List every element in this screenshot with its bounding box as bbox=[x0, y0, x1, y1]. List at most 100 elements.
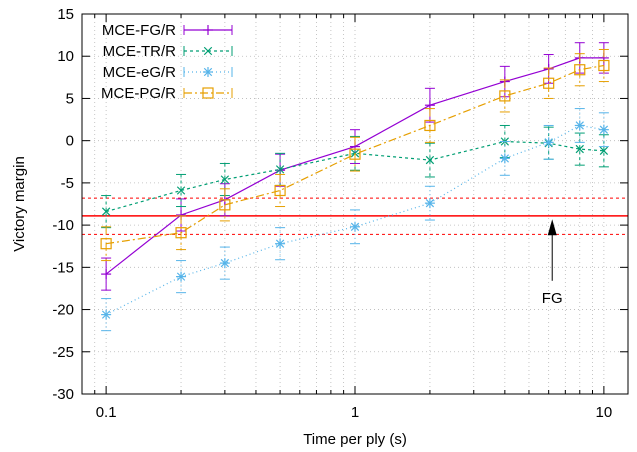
x-tick-label: 0.1 bbox=[96, 404, 117, 421]
y-tick-label: -15 bbox=[52, 259, 74, 276]
data-point bbox=[203, 67, 213, 77]
marker-stroke bbox=[176, 272, 186, 281]
marker-stroke bbox=[599, 146, 609, 155]
data-point bbox=[220, 175, 230, 184]
error-bar bbox=[543, 67, 554, 99]
data-point bbox=[101, 269, 112, 280]
data-point bbox=[499, 90, 511, 102]
annotations: FG bbox=[542, 219, 563, 307]
data-point bbox=[275, 238, 286, 249]
error-bar bbox=[574, 53, 585, 87]
y-tick-label: 0 bbox=[66, 133, 74, 150]
data-point bbox=[274, 184, 286, 197]
data-point bbox=[424, 198, 435, 209]
marker-stroke bbox=[101, 310, 111, 319]
marker-square bbox=[274, 184, 286, 197]
data-point bbox=[424, 119, 436, 132]
marker-stroke bbox=[220, 175, 230, 184]
legend-label: MCE-eG/R bbox=[103, 64, 177, 81]
x-axis-label: Time per ply (s) bbox=[303, 431, 407, 448]
legend-entry-mce-tr-r: MCE-TR/R bbox=[103, 43, 233, 60]
data-point bbox=[219, 258, 230, 269]
data-point bbox=[425, 155, 435, 165]
data-point bbox=[543, 137, 554, 148]
y-axis-label: Victory margin bbox=[11, 156, 28, 252]
annotation-label: FG bbox=[542, 290, 563, 307]
y-tick-label: -25 bbox=[52, 344, 74, 361]
y-tick-label: -20 bbox=[52, 302, 74, 319]
ticks: -30 -25 -20 -15 -10 -5 0 5 10 15 0.1 1 10 bbox=[52, 6, 628, 421]
legend-entry-mce-eg-r: MCE-eG/R bbox=[103, 64, 233, 81]
series-line-mce-fg-r bbox=[105, 57, 604, 275]
marker-square bbox=[598, 59, 610, 72]
data-point bbox=[101, 309, 112, 320]
y-tick-label: 15 bbox=[57, 6, 74, 23]
data-point bbox=[350, 221, 360, 232]
data-point bbox=[100, 238, 112, 250]
legend-label: MCE-PG/R bbox=[101, 85, 176, 102]
error-bar bbox=[275, 173, 286, 208]
error-bar bbox=[219, 188, 230, 222]
data-point bbox=[203, 25, 213, 35]
marker-square bbox=[424, 119, 436, 132]
data-point bbox=[499, 153, 510, 164]
data-point bbox=[574, 120, 585, 131]
data-point bbox=[574, 64, 586, 76]
y-tick-label: -5 bbox=[61, 175, 74, 192]
y-tick-label: -10 bbox=[52, 217, 74, 234]
marker-stroke bbox=[275, 239, 285, 248]
x-tick-label: 10 bbox=[596, 404, 613, 421]
marker-stroke bbox=[425, 155, 435, 165]
error-bar bbox=[101, 226, 112, 262]
legend-label: MCE-TR/R bbox=[103, 43, 176, 60]
error-bar bbox=[424, 142, 435, 178]
x-tick-label: 1 bbox=[351, 404, 359, 421]
data-point bbox=[349, 148, 361, 160]
data-point bbox=[575, 144, 584, 154]
data-point bbox=[176, 271, 187, 282]
error-bar bbox=[176, 215, 187, 251]
data-point bbox=[598, 59, 610, 72]
data-point bbox=[598, 124, 609, 135]
marker-stroke bbox=[599, 125, 609, 134]
series-mce-pg-r bbox=[100, 48, 610, 262]
marker-stroke bbox=[220, 258, 230, 268]
error-bar bbox=[499, 79, 510, 113]
marker-stroke bbox=[203, 67, 213, 77]
error-bar bbox=[424, 108, 435, 143]
data-point bbox=[202, 87, 214, 99]
legend-entry-mce-pg-r: MCE-PG/R bbox=[101, 85, 233, 102]
marker-stroke bbox=[500, 154, 510, 163]
marker-stroke bbox=[101, 207, 111, 216]
series-mce-eg-r bbox=[101, 108, 609, 332]
marker-square bbox=[349, 148, 361, 160]
data-point bbox=[175, 227, 187, 239]
legend-entry-mce-fg-r: MCE-FG/R bbox=[102, 22, 233, 39]
series bbox=[100, 42, 610, 332]
marker-stroke bbox=[575, 121, 584, 130]
marker-square bbox=[499, 90, 511, 102]
error-bar bbox=[598, 134, 609, 168]
marker-square bbox=[202, 87, 214, 99]
data-point bbox=[275, 165, 285, 174]
series-line-mce-pg-r bbox=[106, 64, 604, 245]
marker-square bbox=[574, 64, 586, 76]
data-point bbox=[543, 77, 555, 89]
legend-label: MCE-FG/R bbox=[102, 22, 176, 39]
marker-square bbox=[100, 238, 112, 250]
data-point bbox=[101, 207, 111, 216]
annotation-arrow-head bbox=[547, 219, 557, 236]
marker-stroke bbox=[575, 144, 584, 154]
legend: MCE-FG/R MCE-TR/R MCE-eG/R MCE-PG/R bbox=[101, 22, 233, 102]
error-bar bbox=[350, 136, 360, 172]
marker-stroke bbox=[425, 198, 435, 208]
error-bar bbox=[598, 48, 609, 83]
data-point bbox=[219, 199, 231, 211]
y-tick-label: 5 bbox=[66, 90, 74, 107]
data-point bbox=[176, 186, 186, 195]
series-line-mce-eg-r bbox=[105, 124, 604, 316]
marker-square bbox=[543, 77, 555, 89]
data-point bbox=[203, 46, 213, 56]
marker-stroke bbox=[350, 222, 360, 231]
